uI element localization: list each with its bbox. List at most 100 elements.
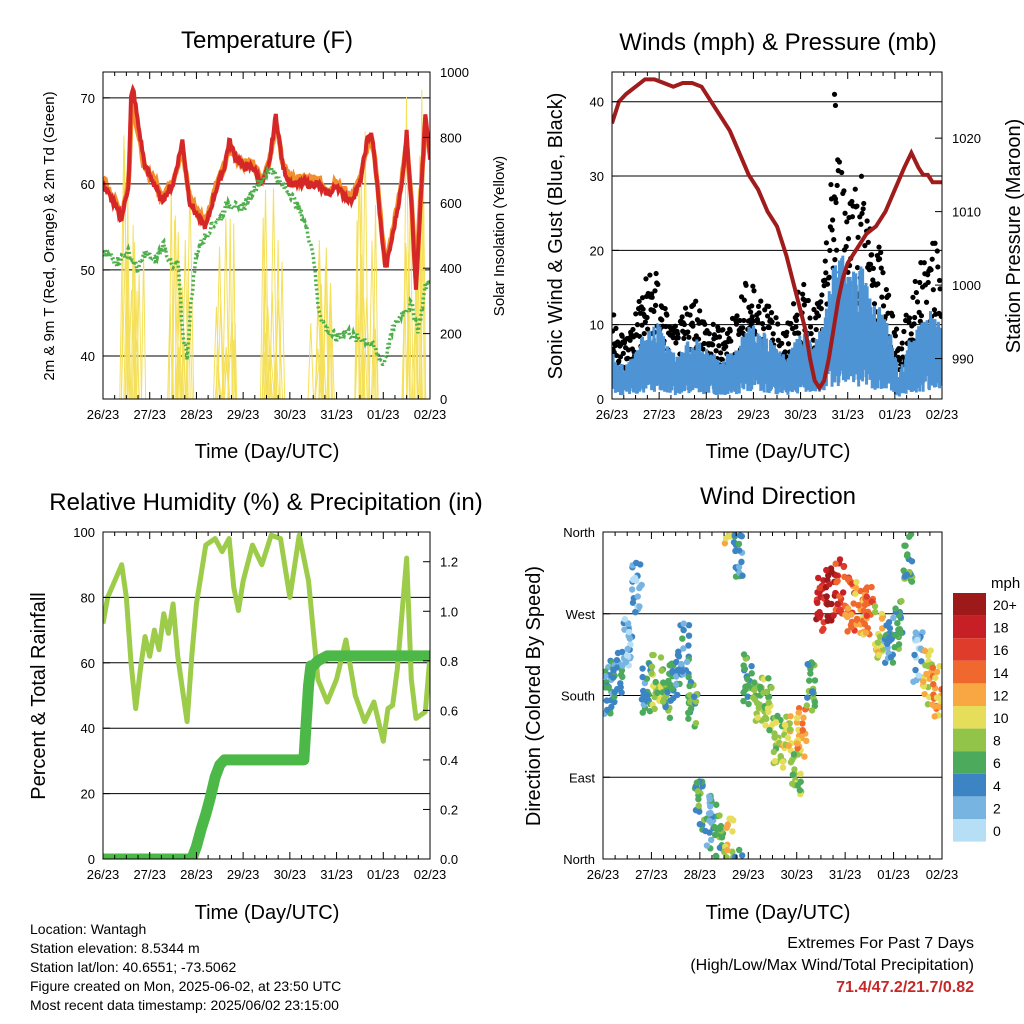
temperature-title: Temperature (F) (181, 27, 353, 54)
direction-point (908, 578, 916, 585)
direction-point (809, 688, 816, 696)
gust-point (612, 312, 617, 318)
x-tick-label: 02/23 (926, 407, 959, 422)
direction-point (751, 686, 758, 694)
direction-point (692, 719, 700, 727)
x-tick-label: 27/23 (133, 407, 166, 422)
gust-point (706, 331, 712, 337)
gust-point (858, 173, 865, 179)
direction-point (686, 682, 693, 690)
relative-humidity-line (103, 532, 430, 744)
direction-point (649, 651, 656, 659)
gust-point (773, 315, 779, 321)
gust-point (652, 302, 659, 308)
direction-point (834, 600, 841, 608)
solar-insolation-spike (401, 246, 411, 399)
direction-point (636, 584, 643, 592)
direction-point (666, 714, 674, 722)
direction-point (713, 801, 720, 808)
direction-point (611, 693, 618, 700)
temperature-axes: 40 50 60 70 0 200 400 600 800 1000 26/23 27/23 28/23… (81, 65, 469, 422)
y2-tick-label: 1.0 (440, 604, 458, 619)
gust-point (912, 314, 918, 321)
gust-point (758, 298, 764, 304)
direction-point (640, 687, 647, 695)
gust-point (805, 297, 811, 304)
direction-point (765, 699, 772, 706)
direction-point (893, 632, 900, 639)
direction-point (771, 757, 779, 765)
gust-point (932, 240, 938, 246)
direction-point (793, 719, 801, 726)
gust-point (710, 321, 716, 327)
elevation-text: Station elevation: 8.5344 m (30, 940, 200, 956)
legend-label: 4 (993, 778, 1001, 794)
legend-label: 6 (993, 755, 1001, 771)
created-text: Figure created on Mon, 2025-06-02, at 23… (30, 978, 342, 994)
gust-point (913, 289, 919, 296)
direction-point (820, 625, 827, 633)
direction-point (936, 703, 942, 711)
direction-point (816, 614, 823, 621)
gust-point (702, 321, 708, 327)
legend-label: 12 (993, 687, 1009, 703)
direction-point (670, 694, 677, 702)
x-tick-label: 28/23 (180, 867, 213, 882)
gust-point (839, 169, 845, 176)
gust-point (713, 348, 719, 354)
gust-point (938, 313, 942, 319)
gust-point (619, 333, 625, 339)
gust-point (755, 303, 762, 309)
direction-point (844, 575, 852, 583)
direction-point (735, 563, 743, 571)
station-pressure-line (612, 77, 942, 392)
gust-point (880, 303, 887, 309)
direction-point (664, 688, 671, 696)
gust-point (844, 219, 850, 225)
gust-point (682, 305, 689, 311)
gust-point (716, 343, 722, 349)
direction-point (674, 651, 682, 659)
gust-point (829, 227, 835, 233)
y2-tick-label: 200 (440, 327, 462, 342)
station-info: Location: Wantagh Station elevation: 8.5… (30, 920, 341, 1015)
solar-insolation-spike (372, 328, 379, 399)
y-tick-label: East (569, 770, 595, 785)
gust-point (653, 270, 659, 277)
legend-swatch (953, 751, 986, 774)
x-tick-label: 31/23 (829, 867, 862, 882)
direction-point (680, 645, 687, 652)
direction-point (787, 713, 794, 720)
solar-insolation-spike (167, 301, 173, 399)
latlon-text: Station lat/lon: 40.6551; -73.5062 (30, 959, 237, 975)
gust-point (931, 307, 938, 313)
gust-point (750, 318, 757, 324)
direction-point (678, 660, 685, 668)
direction-point (894, 619, 901, 627)
direction-point (735, 846, 743, 854)
solar-insolation-spike (307, 323, 315, 399)
legend-swatch (953, 615, 986, 639)
gust-point (842, 210, 848, 216)
direction-point (754, 714, 761, 721)
direction-point (799, 726, 806, 734)
solar-insolation-spike (222, 218, 230, 399)
gust-point (675, 335, 681, 341)
direction-point (756, 701, 763, 708)
extremes-title: Extremes For Past 7 Days (787, 935, 974, 952)
gust-point (796, 330, 802, 336)
gust-point (861, 200, 867, 207)
direction-point (707, 809, 714, 817)
gust-point (801, 302, 807, 308)
direction-point (790, 751, 798, 758)
direction-point (789, 771, 797, 778)
gust-point (728, 338, 734, 344)
gust-point (801, 281, 807, 288)
direction-point (811, 677, 819, 684)
direction-point (699, 783, 706, 790)
direction-point (932, 674, 939, 681)
solar-insolation-spike (359, 296, 368, 399)
gust-point (681, 321, 688, 328)
direction-point (685, 642, 692, 649)
